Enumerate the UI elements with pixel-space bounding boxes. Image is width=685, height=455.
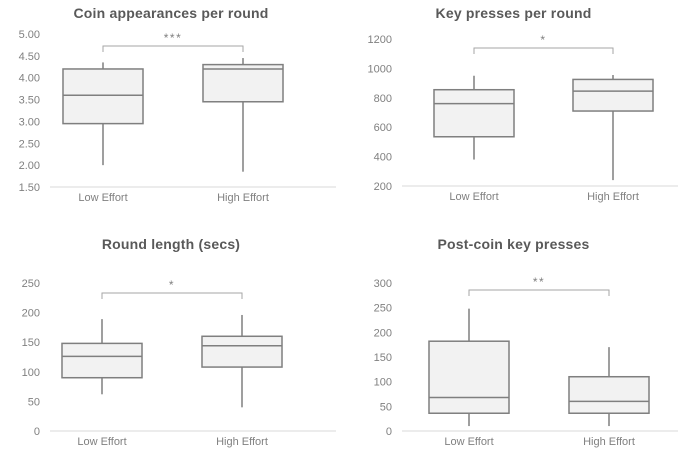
y-axis-tick-label: 3.00 bbox=[19, 116, 40, 128]
y-axis-tick-label: 200 bbox=[22, 308, 40, 320]
y-axis-tick-label: 250 bbox=[22, 278, 40, 290]
y-axis-tick-label: 0 bbox=[386, 426, 392, 438]
significance-bracket bbox=[102, 45, 244, 52]
y-axis-tick-label: 1200 bbox=[368, 34, 392, 46]
y-axis-tick-label: 150 bbox=[374, 352, 392, 364]
boxplot-high-effort bbox=[572, 75, 654, 181]
boxplot-chart: 250 200 150 100 50 0 Low Effort High Effort * bbox=[22, 278, 336, 448]
boxplot-high-effort bbox=[201, 314, 283, 408]
y-axis-tick-label: 400 bbox=[374, 152, 392, 164]
x-category-label: Low Effort bbox=[78, 192, 127, 204]
chart-panel-key-presses: Key presses per round 1200 1000 800 600 400 2… bbox=[342, 0, 685, 227]
y-axis-tick-label: 1.50 bbox=[19, 182, 40, 194]
y-axis-tick-label: 150 bbox=[22, 337, 40, 349]
boxplot-chart: 1200 1000 800 600 400 200 Low Effort High Effor… bbox=[368, 33, 678, 203]
chart-title: Coin appearances per round bbox=[73, 5, 269, 21]
boxplot-high-effort bbox=[568, 347, 650, 427]
chart-title: Key presses per round bbox=[435, 5, 592, 21]
x-category-label: Low Effort bbox=[444, 436, 493, 448]
y-axis-tick-label: 4.50 bbox=[19, 51, 40, 63]
y-axis-tick-label: 100 bbox=[374, 377, 392, 389]
y-axis-tick-label: 2.50 bbox=[19, 138, 40, 150]
y-axis-tick-label: 300 bbox=[374, 278, 392, 290]
x-category-label: High Effort bbox=[583, 436, 635, 448]
iqr-box bbox=[568, 375, 650, 414]
y-axis-tick-label: 250 bbox=[374, 303, 392, 315]
iqr-box bbox=[572, 78, 654, 112]
y-axis-tick-label: 4.00 bbox=[19, 73, 40, 85]
iqr-box bbox=[201, 335, 283, 368]
y-axis-tick-label: 50 bbox=[28, 396, 40, 408]
y-axis-tick-label: 200 bbox=[374, 181, 392, 193]
x-category-label: Low Effort bbox=[449, 191, 498, 203]
boxplot-chart: 300 250 200 150 100 50 0 Low Effort High Effort *… bbox=[374, 275, 678, 448]
boxplot-low-effort bbox=[433, 75, 515, 160]
significance-stars: * bbox=[169, 278, 175, 292]
y-axis-tick-label: 200 bbox=[374, 327, 392, 339]
iqr-box bbox=[62, 68, 144, 125]
iqr-box bbox=[428, 340, 510, 414]
iqr-box bbox=[433, 88, 515, 138]
x-category-label: High Effort bbox=[217, 192, 269, 204]
y-axis-tick-label: 2.00 bbox=[19, 160, 40, 172]
x-category-label: Low Effort bbox=[77, 436, 126, 448]
y-axis-tick-label: 800 bbox=[374, 93, 392, 105]
x-category-label: High Effort bbox=[216, 436, 268, 448]
significance-stars: ** bbox=[533, 275, 545, 289]
iqr-box bbox=[202, 63, 284, 103]
boxplot-chart: 5.00 4.50 4.00 3.50 3.00 2.50 2.00 1.50 Low Effo… bbox=[19, 29, 336, 204]
boxplot-low-effort bbox=[62, 62, 144, 166]
y-axis-tick-label: 0 bbox=[34, 426, 40, 438]
x-category-label: High Effort bbox=[587, 191, 639, 203]
boxplot-low-effort bbox=[61, 319, 143, 395]
iqr-box bbox=[61, 342, 143, 379]
chart-panel-round-length: Round length (secs) 250 200 150 100 50 0 Low E… bbox=[0, 227, 342, 455]
boxplot-low-effort bbox=[428, 308, 510, 427]
chart-title: Post-coin key presses bbox=[437, 236, 590, 252]
y-axis-tick-label: 3.50 bbox=[19, 95, 40, 107]
boxplot-high-effort bbox=[202, 58, 284, 172]
significance-bracket bbox=[468, 289, 610, 296]
significance-bracket bbox=[473, 47, 614, 54]
chart-title: Round length (secs) bbox=[101, 236, 241, 252]
chart-panel-post-coin-key-presses: Post-coin key presses 300 250 200 150 100 50 0… bbox=[342, 227, 685, 455]
chart-panel-coin-appearances: Coin appearances per round 5.00 4.50 4.00 3… bbox=[0, 0, 342, 227]
significance-stars: *** bbox=[164, 31, 183, 45]
y-axis-tick-label: 100 bbox=[22, 367, 40, 379]
y-axis-tick-label: 50 bbox=[380, 401, 392, 413]
y-axis-tick-label: 5.00 bbox=[19, 29, 40, 41]
y-axis-tick-label: 1000 bbox=[368, 63, 392, 75]
significance-bracket bbox=[101, 292, 243, 299]
significance-stars: * bbox=[540, 33, 546, 47]
y-axis-tick-label: 600 bbox=[374, 122, 392, 134]
